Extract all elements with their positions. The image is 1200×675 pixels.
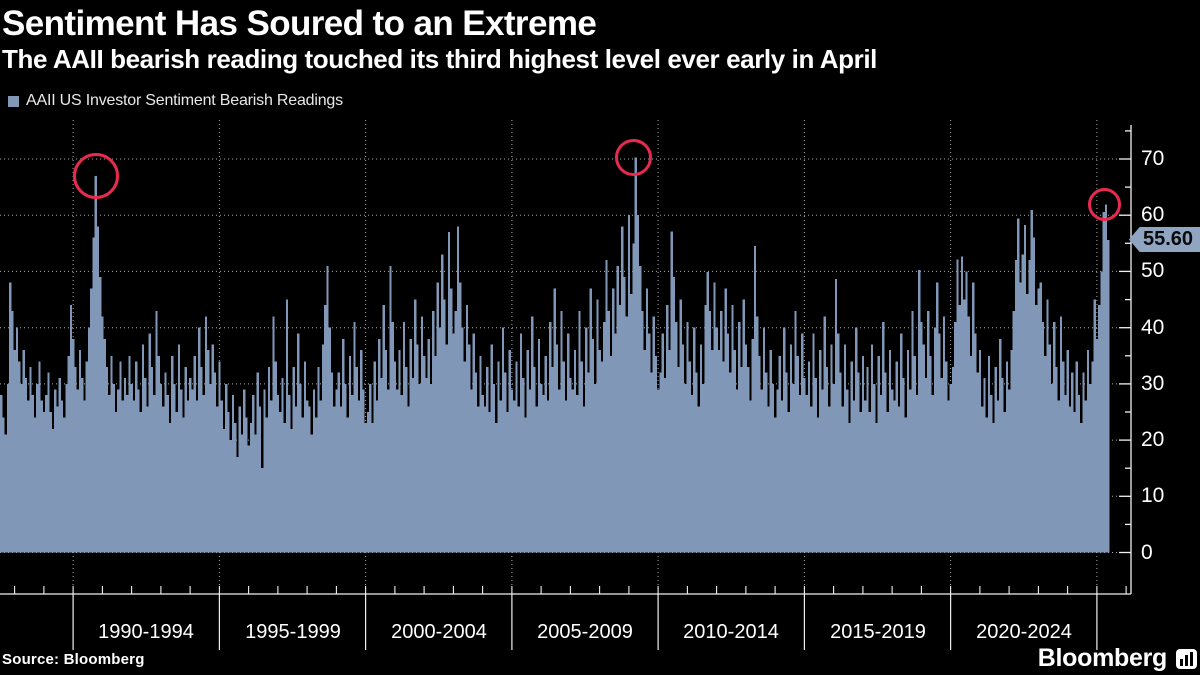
x-axis-group-label: 2010-2014 — [683, 621, 779, 643]
peak-annotation-circle — [615, 139, 652, 176]
x-axis-group-label: 2005-2009 — [537, 621, 633, 643]
x-axis-group-label: 1990-1994 — [98, 621, 194, 643]
chart-canvas — [0, 120, 1132, 650]
y-axis-label: 40 — [1141, 316, 1165, 339]
y-axis-label: 60 — [1141, 203, 1165, 226]
x-axis-group-label: 2020-2024 — [976, 621, 1072, 643]
y-axis-label: 30 — [1141, 372, 1165, 395]
bearish-readings-chart — [0, 118, 1200, 650]
y-axis-label: 0 — [1141, 541, 1153, 564]
x-axis-group-label: 1995-1999 — [245, 621, 341, 643]
current-value-tag: 55.60 — [1129, 227, 1200, 252]
source-note: Source: Bloomberg — [2, 651, 145, 668]
bloomberg-mark-icon — [1176, 648, 1197, 669]
bloomberg-wordmark: Bloomberg — [1037, 644, 1168, 672]
y-axis-label: 50 — [1141, 259, 1165, 282]
legend-label: AAII US Investor Sentiment Bearish Readi… — [26, 92, 343, 109]
x-axis-group-label: 2015-2019 — [830, 621, 926, 643]
peak-annotation-circle — [1088, 188, 1121, 221]
bloomberg-logo: Bloomberg — [1038, 644, 1197, 673]
legend-swatch-icon — [8, 95, 19, 107]
x-axis-group-label: 2000-2004 — [391, 621, 487, 643]
peak-annotation-circle — [73, 153, 119, 199]
y-axis-label: 20 — [1141, 428, 1165, 451]
chart-subtitle: The AAII bearish reading touched its thi… — [2, 44, 878, 74]
y-axis-label: 70 — [1141, 147, 1165, 170]
chart-title: Sentiment Has Soured to an Extreme — [2, 4, 597, 43]
chart-legend: AAII US Investor Sentiment Bearish Readi… — [8, 92, 343, 110]
y-axis-label: 10 — [1141, 484, 1165, 507]
